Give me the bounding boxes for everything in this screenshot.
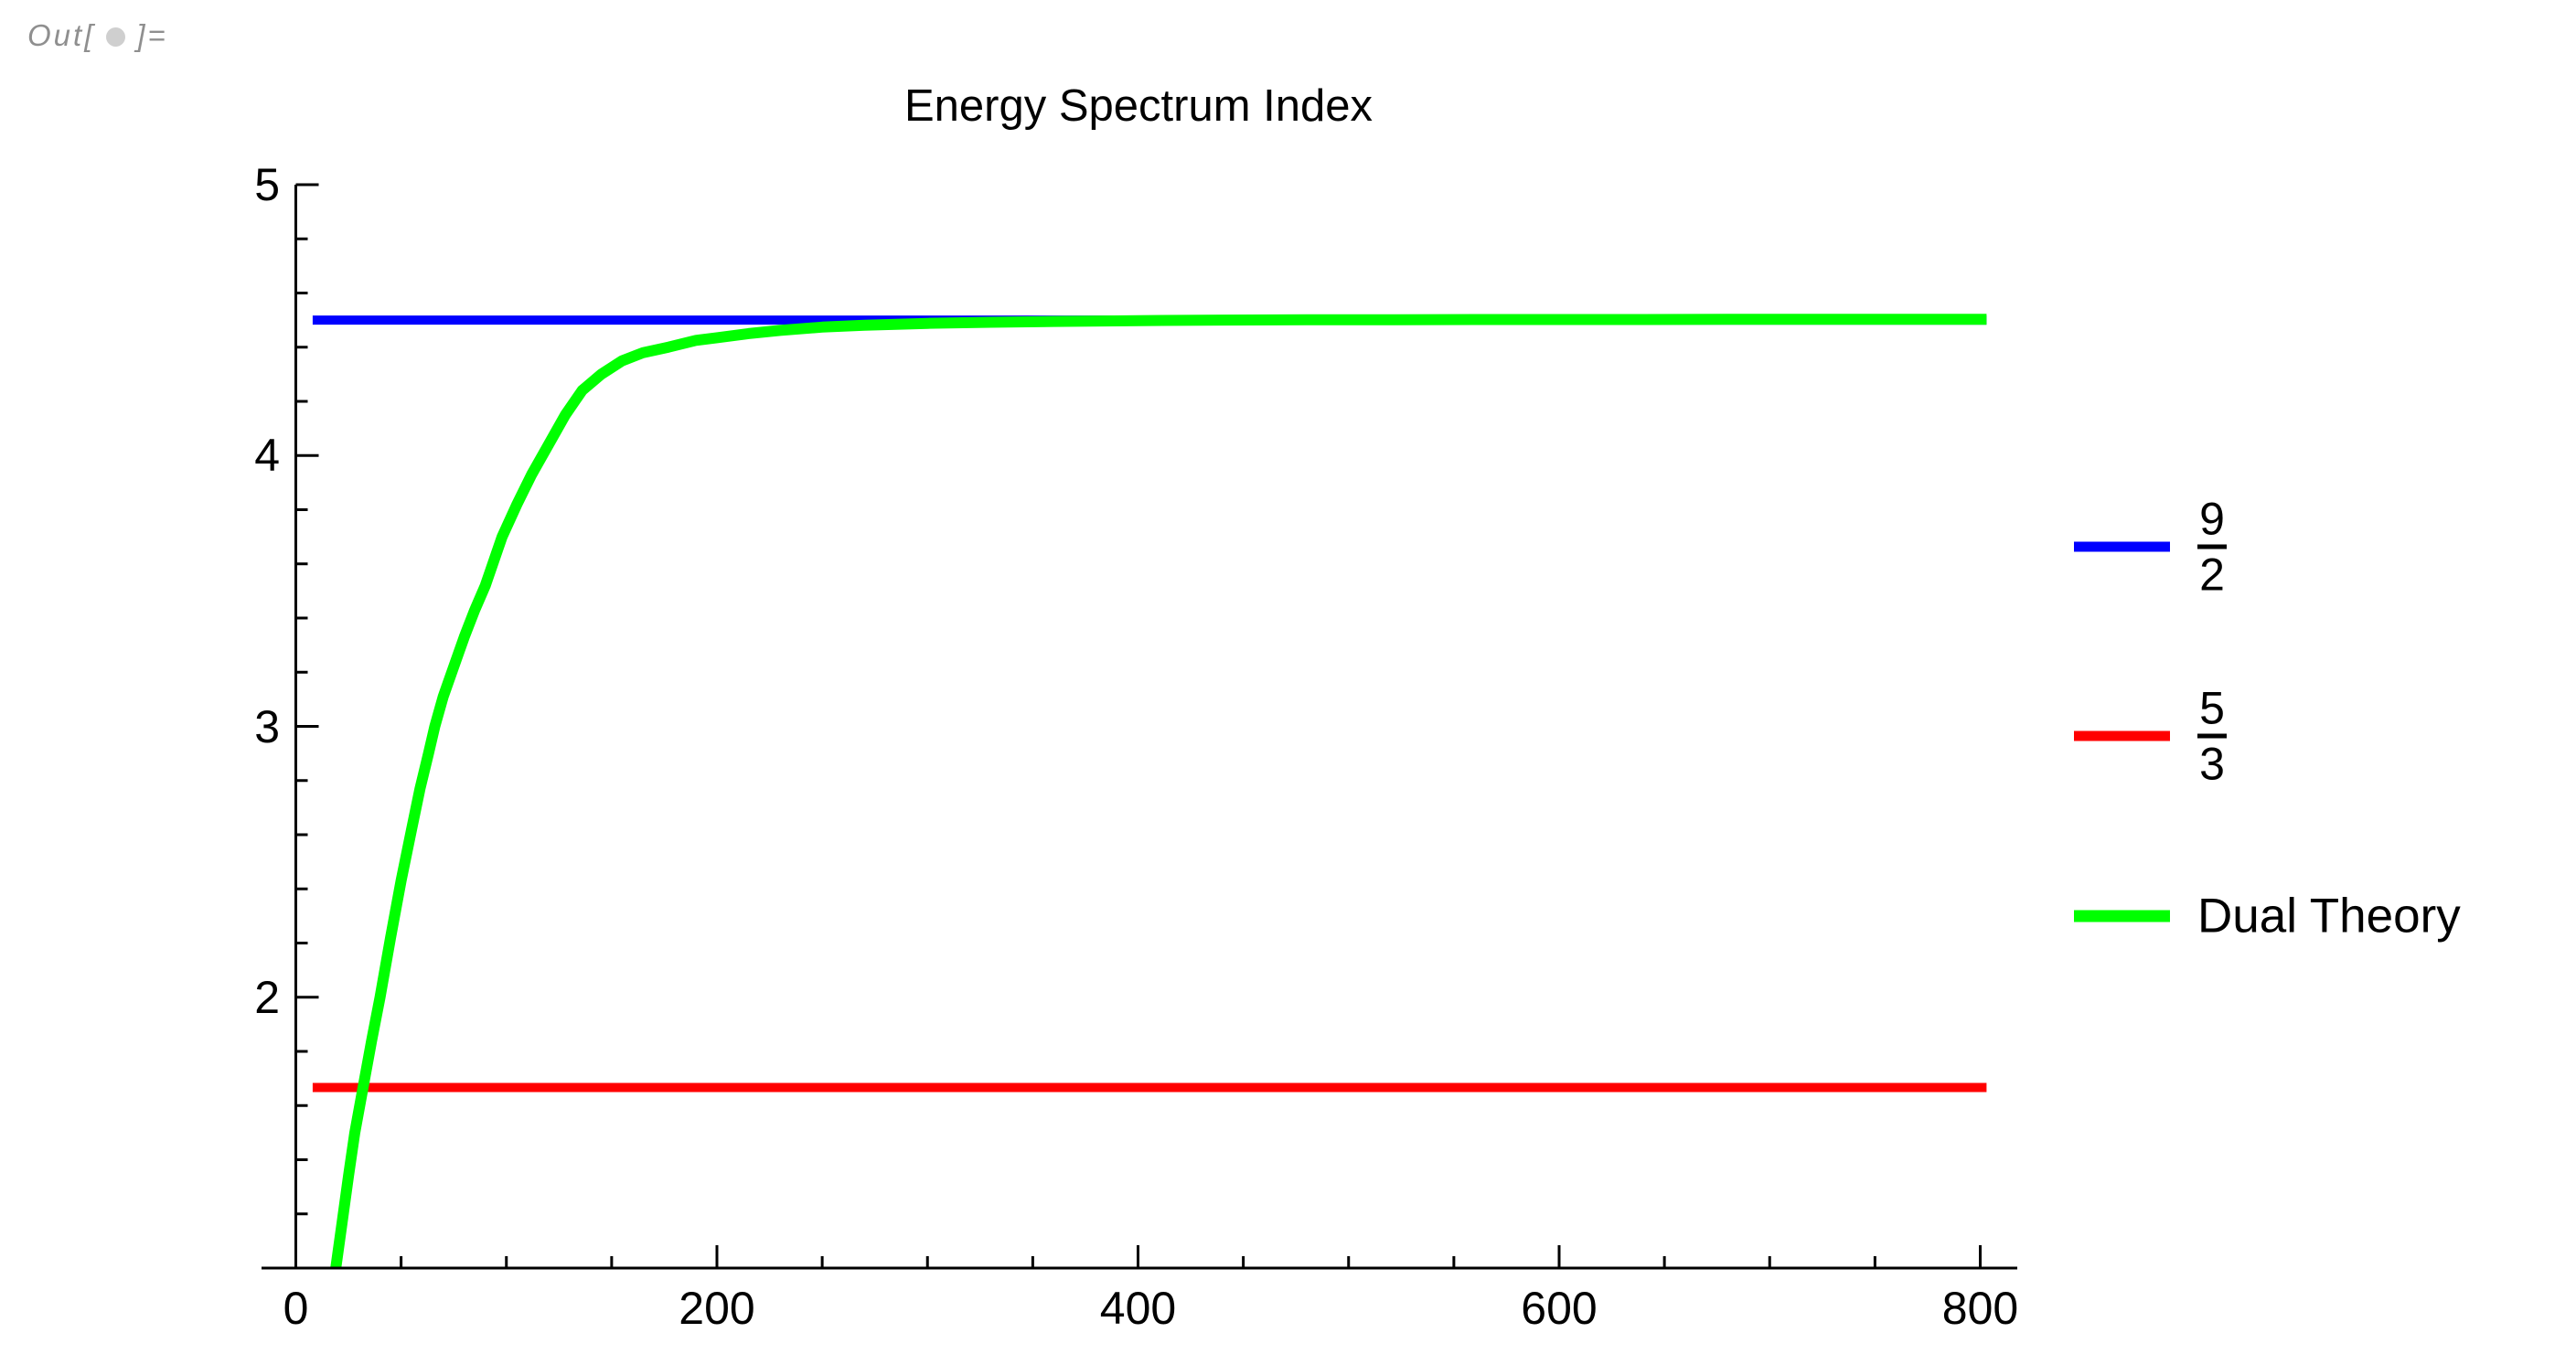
x-tick-label: 600: [1521, 1283, 1598, 1334]
plot-title: Energy Spectrum Index: [903, 81, 1374, 131]
y-tick-label: 5: [254, 159, 280, 210]
y-tick-label: 3: [254, 700, 280, 752]
x-tick-label: 200: [679, 1283, 755, 1334]
output-placeholder-bullet-icon: [106, 27, 126, 47]
legend-swatch-green-line: [2074, 910, 2170, 922]
x-tick-label: 400: [1099, 1283, 1177, 1334]
legend-swatch-blue-line: [2074, 541, 2170, 552]
legend-swatch-red-line: [2074, 730, 2170, 741]
y-tick-label: 2: [254, 971, 280, 1023]
x-tick-label: 0: [283, 1283, 309, 1334]
fraction-bar: [2197, 733, 2227, 739]
legend-label-fraction: 9 2: [2197, 496, 2227, 599]
fraction-numerator: 9: [2199, 493, 2225, 545]
fraction-bar: [2197, 544, 2227, 549]
output-cell-label-prefix: Out[: [27, 18, 96, 52]
fraction-denominator: 2: [2199, 549, 2225, 601]
x-tick-label: 800: [1941, 1283, 2019, 1334]
legend-item-dual-theory: Dual Theory: [2062, 889, 2461, 944]
fraction-denominator: 3: [2199, 738, 2225, 790]
legend-label-text: Dual Theory: [2197, 889, 2461, 944]
output-cell-label-suffix: ]=: [136, 18, 168, 52]
series-curve-2: [330, 314, 1987, 1269]
plot-legend: 9 2 5 3 Dual Theory: [2062, 0, 2576, 1354]
output-cell-label: Out[ ]=: [27, 18, 168, 53]
fraction-numerator: 5: [2199, 682, 2225, 734]
y-tick-label: 4: [254, 430, 280, 482]
legend-label-fraction: 5 3: [2197, 685, 2227, 788]
legend-item-five-thirds: 5 3: [2062, 685, 2227, 788]
legend-item-nine-halves: 9 2: [2062, 496, 2227, 599]
